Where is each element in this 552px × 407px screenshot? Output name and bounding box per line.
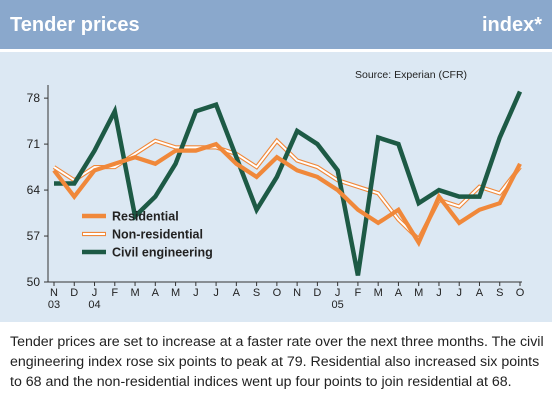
x-tick-label: N [293, 287, 301, 299]
y-tick-label: 64 [27, 183, 41, 197]
x-tick-label: M [130, 287, 139, 299]
y-tick-label: 57 [27, 229, 41, 243]
y-tick-label: 71 [27, 137, 41, 151]
x-tick-label: J [213, 287, 219, 299]
x-tick-label: O [273, 287, 282, 299]
x-year-label: 05 [332, 299, 344, 311]
caption-text: Tender prices are set to increase at a f… [10, 334, 544, 390]
chart-title: Tender prices [10, 14, 140, 36]
x-tick-label: N [50, 287, 58, 299]
unit-label: index* [481, 14, 542, 36]
x-tick-label: J [456, 287, 462, 299]
x-tick-label: J [335, 287, 341, 299]
x-tick-label: J [92, 287, 98, 299]
source-label: Source: Experian (CFR) [355, 69, 467, 81]
series-layer [52, 90, 523, 276]
x-tick-label: M [171, 287, 180, 299]
x-tick-label: A [395, 287, 403, 299]
legend-civil-engineering-label: Civil engineering [112, 246, 213, 260]
x-tick-label: J [436, 287, 442, 299]
x-tick-label: O [516, 287, 525, 299]
x-year-label: 03 [48, 299, 60, 311]
x-tick-label: M [374, 287, 383, 299]
legend-residential-label: Residential [112, 210, 179, 224]
series-residential-line [52, 141, 522, 248]
x-tick-label: S [496, 287, 503, 299]
y-tick-label: 50 [27, 275, 41, 289]
x-tick-label: M [414, 287, 423, 299]
y-tick-label: 78 [27, 91, 41, 105]
series-civil-engineering-line [54, 90, 523, 276]
x-tick-label: D [313, 287, 321, 299]
x-year-label: 04 [88, 299, 100, 311]
x-tick-label: A [152, 287, 160, 299]
x-tick-label: D [70, 287, 78, 299]
legend-non-residential-label: Non-residential [112, 228, 203, 242]
plot-background [0, 52, 552, 322]
x-tick-label: F [111, 287, 118, 299]
x-tick-label: J [193, 287, 199, 299]
x-tick-label: S [253, 287, 260, 299]
x-tick-label: A [233, 287, 241, 299]
legend: Residential Non-residential Civil engineer… [82, 210, 213, 260]
x-tick-label: F [355, 287, 362, 299]
x-tick-label: A [476, 287, 484, 299]
chart-header: Tender prices index* [0, 0, 552, 52]
